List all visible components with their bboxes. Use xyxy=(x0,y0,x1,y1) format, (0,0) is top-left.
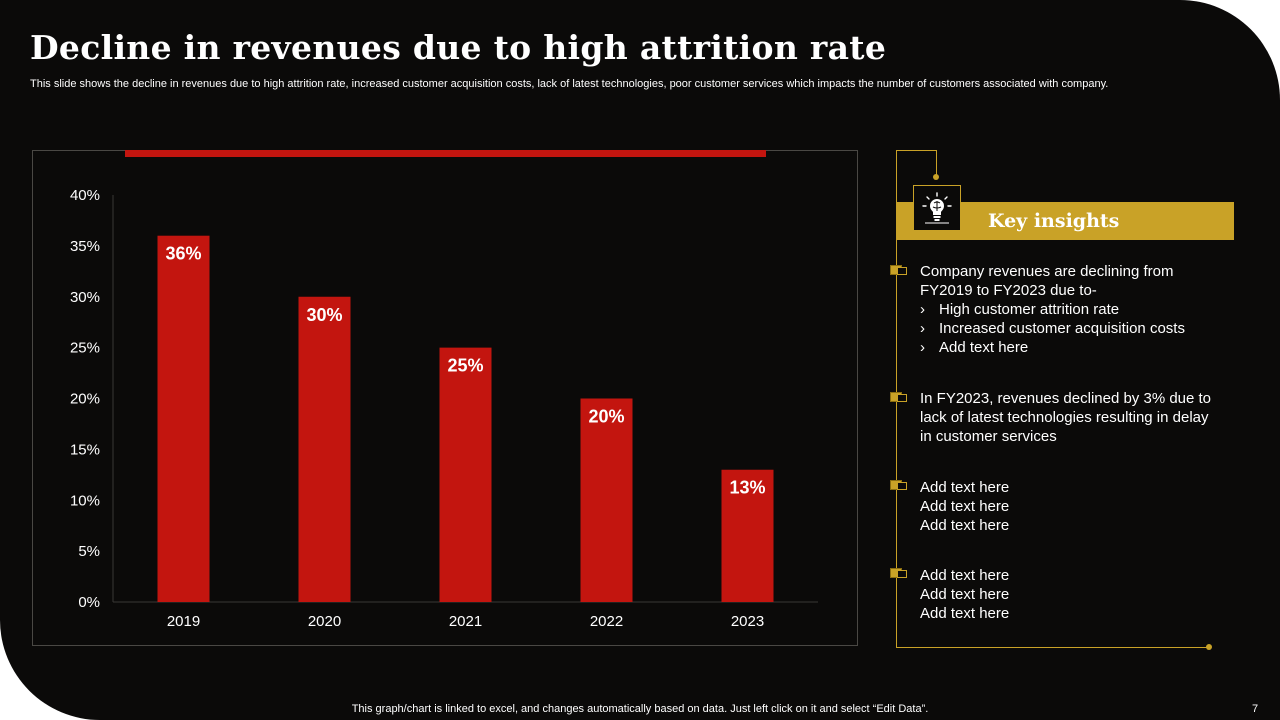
insight-4-line-3: Add text here xyxy=(920,605,1010,622)
insight-2-line-3: in customer services xyxy=(920,428,1057,445)
insight-3-line-1: Add text here xyxy=(920,479,1010,496)
insight-2-line-1: In FY2023, revenues declined by 3% due t… xyxy=(920,390,1212,407)
insight-1-sub-1: › High customer attrition rate xyxy=(920,301,1120,318)
insight-4-line-1: Add text here xyxy=(920,567,1010,584)
page-subtitle: This slide shows the decline in revenues… xyxy=(30,78,1109,90)
insight-2-line-2: lack of latest technologies resulting in… xyxy=(920,409,1209,426)
insight-3-line-3: Add text here xyxy=(920,517,1010,534)
data-label-2020: 30% xyxy=(306,305,342,325)
y-tick-label: 15% xyxy=(70,441,100,458)
y-tick-label: 30% xyxy=(70,289,100,306)
insight-item-4: Add text here Add text here Add text her… xyxy=(920,566,1240,623)
bar-2022[interactable] xyxy=(580,398,633,603)
bar-2021[interactable] xyxy=(439,347,492,602)
y-tick-label: 40% xyxy=(70,187,100,204)
y-tick-label: 10% xyxy=(70,492,100,509)
insights-icon-box xyxy=(913,185,961,231)
y-tick-label: 20% xyxy=(70,391,100,408)
bar-2019[interactable] xyxy=(157,235,210,602)
y-tick-label: 0% xyxy=(78,594,100,611)
insights-connector-top xyxy=(896,150,937,151)
insight-1-sub-2: › Increased customer acquisition costs xyxy=(920,320,1185,337)
chevron-right-icon: › xyxy=(920,339,925,356)
insight-1-sub-3: › Add text here xyxy=(920,339,1029,356)
insight-3-line-2: Add text here xyxy=(920,498,1010,515)
insight-4-line-2: Add text here xyxy=(920,586,1010,603)
insights-connector-dot xyxy=(933,174,939,180)
chevron-right-icon: › xyxy=(920,301,925,318)
insight-marker-2 xyxy=(890,392,907,402)
footer-note: This graph/chart is linked to excel, and… xyxy=(351,703,929,715)
data-label-2021: 25% xyxy=(447,356,483,376)
insight-item-2: In FY2023, revenues declined by 3% due t… xyxy=(920,389,1240,446)
insight-1-line-1: Company revenues are declining from xyxy=(920,263,1174,280)
insights-connector-end-dot xyxy=(1206,644,1212,650)
data-label-2023: 13% xyxy=(729,478,765,498)
x-tick-label-2021: 2021 xyxy=(449,613,482,630)
x-tick-label-2023: 2023 xyxy=(731,613,764,630)
chart-accent-bar xyxy=(125,150,766,157)
x-tick-label-2020: 2020 xyxy=(308,613,341,630)
y-tick-label: 5% xyxy=(78,543,100,560)
insights-title: Key insights xyxy=(988,210,1120,232)
insights-connector-stub xyxy=(936,150,937,177)
x-tick-label-2019: 2019 xyxy=(167,613,200,630)
insight-marker-1 xyxy=(890,265,907,275)
insight-1-line-2: FY2019 to FY2023 due to- xyxy=(920,282,1097,299)
chevron-right-icon: › xyxy=(920,320,925,337)
x-tick-label-2022: 2022 xyxy=(590,613,623,630)
y-tick-label: 25% xyxy=(70,340,100,357)
insight-marker-4 xyxy=(890,568,907,578)
bar-chart[interactable]: 0% 5% 10% 15% 20% 25% 30% 35% 40% 36% 2019 30% 2020 2… xyxy=(0,0,860,650)
brain-lightbulb-icon xyxy=(922,192,952,224)
bar-2020[interactable] xyxy=(298,296,351,602)
page-title: Decline in revenues due to high attritio… xyxy=(30,28,887,67)
insight-marker-3 xyxy=(890,480,907,490)
y-tick-label: 35% xyxy=(70,238,100,255)
insight-item-1: Company revenues are declining from FY20… xyxy=(920,262,1240,357)
page-number: 7 xyxy=(1252,703,1259,715)
bar-2023[interactable] xyxy=(721,469,774,602)
insights-connector-bottom xyxy=(896,647,1209,648)
data-label-2022: 20% xyxy=(588,407,624,427)
insight-item-3: Add text here Add text here Add text her… xyxy=(920,478,1240,535)
data-label-2019: 36% xyxy=(165,244,201,264)
